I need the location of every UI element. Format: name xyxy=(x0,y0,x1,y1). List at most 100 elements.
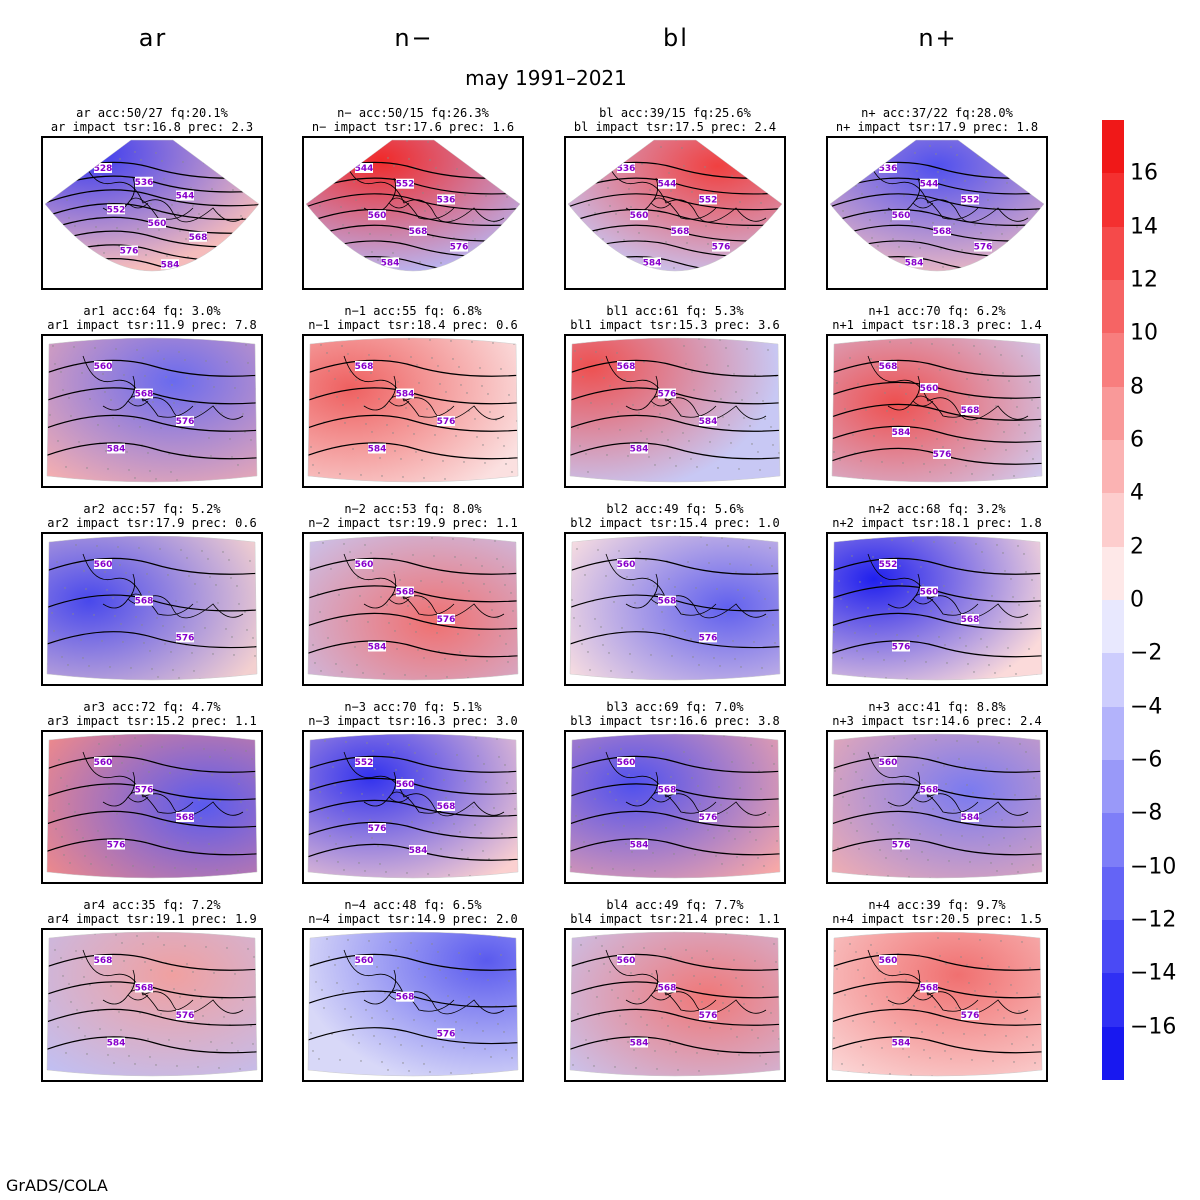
height-contour xyxy=(832,1036,1042,1054)
contour-label-bg xyxy=(617,361,635,371)
contour-label: 568 xyxy=(617,362,636,372)
map-panel: bl acc:39/15 fq:25.6% bl impact tsr:17.5 … xyxy=(564,106,786,290)
height-contour xyxy=(47,953,257,971)
contour-label: 544 xyxy=(658,180,677,190)
colorbar-segment xyxy=(1102,173,1124,227)
contour-label: 552 xyxy=(961,195,980,205)
map-canvas: 560 568 576 584 xyxy=(569,931,781,1077)
contour-label-bg xyxy=(933,225,951,236)
height-contour xyxy=(45,189,259,207)
colorbar-segment xyxy=(1102,546,1124,600)
contour-label-bg xyxy=(437,1028,455,1039)
contour-label: 568 xyxy=(396,588,415,598)
contour-label: 576 xyxy=(176,1011,195,1021)
panel-title-impact: bl1 impact tsr:15.3 prec: 3.6 xyxy=(570,318,780,332)
map-canvas: 536 544 552 560 568 576 584 xyxy=(829,139,1045,272)
panel-title-stats: bl2 acc:49 fq: 5.6% xyxy=(606,502,744,516)
height-contour xyxy=(308,442,518,460)
contour-label-bg xyxy=(176,190,194,201)
anomaly-field xyxy=(47,932,257,1076)
map-canvas: 560 568 576 584 xyxy=(569,733,781,879)
height-contour xyxy=(832,953,1042,971)
contour-label: 584 xyxy=(396,390,415,400)
map-canvas: 560 568 576 584 xyxy=(831,931,1043,1077)
height-contour xyxy=(568,208,782,226)
map-frame: 560 568 576 584 xyxy=(564,928,786,1082)
contour-label: 584 xyxy=(630,1039,649,1049)
map-canvas: 568 584 576 584 xyxy=(307,337,519,483)
contour-label-bg xyxy=(920,586,938,597)
anomaly-field xyxy=(306,140,520,271)
projection-outline xyxy=(46,337,258,483)
projection-outline xyxy=(569,733,781,879)
contour-label: 544 xyxy=(176,192,195,202)
contour-label-bg xyxy=(630,839,648,850)
map-panel: ar1 acc:64 fq: 3.0% ar1 impact tsr:11.9 p… xyxy=(41,304,263,488)
contour-label: 560 xyxy=(94,560,113,570)
contour-label: 584 xyxy=(630,445,649,455)
contour-label-bg xyxy=(355,955,373,965)
contour-label: 552 xyxy=(355,758,374,768)
contour-label-bg xyxy=(658,178,676,189)
map-frame: 560 568 584 576 xyxy=(826,730,1048,884)
projection-outline xyxy=(569,535,781,681)
height-contour xyxy=(570,557,780,575)
contour-label: 568 xyxy=(437,802,456,812)
contour-label: 568 xyxy=(396,993,415,1003)
map-canvas: 560 568 576 xyxy=(307,931,519,1077)
contour-label: 584 xyxy=(961,813,980,823)
contour-label: 584 xyxy=(892,1039,911,1049)
height-contour xyxy=(308,640,518,658)
projection-outline xyxy=(305,139,521,272)
contour-label: 576 xyxy=(176,633,195,643)
height-contour xyxy=(308,953,518,971)
contour-label-bg xyxy=(176,632,194,643)
colorbar-segment xyxy=(1102,226,1124,280)
panel-title-impact: n−1 impact tsr:18.4 prec: 0.6 xyxy=(308,318,518,332)
panel-title-stats: bl4 acc:49 fq: 7.7% xyxy=(606,898,744,912)
contour-label-bg xyxy=(920,383,938,393)
panel-title-impact: ar2 impact tsr:17.9 prec: 0.6 xyxy=(47,516,257,530)
panel-title-stats: n−4 acc:48 fq: 6.5% xyxy=(344,898,482,912)
projection-outline xyxy=(569,337,781,483)
map-canvas: 552 560 568 576 584 xyxy=(307,733,519,879)
height-contour xyxy=(47,755,257,773)
contour-label: 568 xyxy=(135,597,154,607)
height-contour xyxy=(570,838,780,856)
panel-title-impact: bl impact tsr:17.5 prec: 2.4 xyxy=(573,120,777,134)
contour-label: 584 xyxy=(368,643,387,653)
contour-label: 576 xyxy=(699,633,718,643)
anomaly-field xyxy=(308,338,518,482)
colorbar-segment xyxy=(1102,866,1124,920)
contour-label-bg xyxy=(135,595,153,606)
colorbar-segment xyxy=(1102,706,1124,760)
contour-label: 576 xyxy=(699,813,718,823)
contour-label: 568 xyxy=(961,615,980,625)
contour-label: 560 xyxy=(355,956,374,966)
contour-label: 552 xyxy=(396,180,415,190)
contour-label: 528 xyxy=(94,164,113,174)
anomaly-field xyxy=(570,734,780,878)
projection-outline xyxy=(46,535,258,681)
contour-label: 544 xyxy=(920,180,939,190)
colorbar-segment xyxy=(1102,973,1124,1027)
contour-label-bg xyxy=(368,443,386,454)
height-contour xyxy=(832,359,1042,377)
contour-label-bg xyxy=(699,812,717,822)
height-contour xyxy=(570,1008,780,1026)
colorbar xyxy=(1102,120,1124,1080)
contour-label: 576 xyxy=(176,417,195,427)
map-canvas: 536 544 552 560 568 576 584 xyxy=(567,139,783,272)
contour-label-bg xyxy=(879,559,897,569)
map-canvas: 528 536 544 552 560 568 576 584 xyxy=(44,139,260,272)
panel-title-stats: ar1 acc:64 fq: 3.0% xyxy=(83,304,221,318)
height-contour xyxy=(47,557,257,575)
contour-label: 584 xyxy=(107,1039,126,1049)
contour-label: 536 xyxy=(617,164,636,174)
map-panel: ar3 acc:72 fq: 4.7% ar3 impact tsr:15.2 p… xyxy=(41,700,263,884)
contour-label: 568 xyxy=(176,813,195,823)
panel-title-impact: ar4 impact tsr:19.1 prec: 1.9 xyxy=(47,912,257,926)
colorbar-segment xyxy=(1102,280,1124,334)
panel-title-stats: bl3 acc:69 fq: 7.0% xyxy=(606,700,744,714)
map-frame: 536 544 552 560 568 576 584 xyxy=(564,136,786,290)
